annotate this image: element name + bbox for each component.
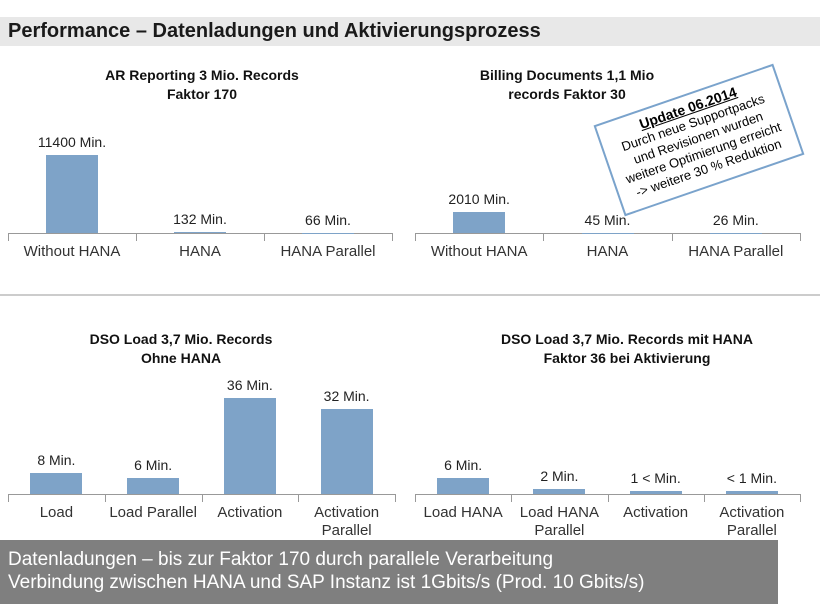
footer-line: Verbindung zwischen HANA und SAP Instanz… [8, 572, 645, 593]
value-label: 132 Min. [173, 211, 227, 228]
bar [320, 408, 373, 494]
value-label: 26 Min. [712, 211, 759, 228]
tick [395, 494, 396, 502]
bar [46, 155, 98, 233]
x-tick-label: HANA [586, 243, 629, 260]
axis-line [415, 233, 800, 234]
tick [136, 233, 137, 241]
value-label: 6 Min. [134, 457, 173, 473]
x-tick-label: Load Parallel [109, 504, 197, 521]
tick [511, 494, 513, 502]
value-label: 36 Min. [226, 377, 273, 393]
x-tick-label: Activation Parallel [314, 504, 380, 539]
x-tick-label: HANA Parallel [280, 243, 376, 260]
axis-line [8, 233, 392, 234]
chart-title: Billing Documents 1,1 Mio records Faktor… [479, 67, 655, 102]
value-label: < 1 Min. [726, 470, 777, 487]
x-tick-label: Activation Parallel [719, 504, 785, 539]
chart-title: DSO Load 3,7 Mio. Records mit HANA Fakto… [500, 331, 754, 366]
x-tick-label: Without HANA [23, 243, 121, 260]
bar [629, 491, 682, 494]
value-label: 45 Min. [584, 211, 631, 228]
slide-title: Performance – Datenladungen und Aktivier… [8, 20, 541, 42]
bar [725, 491, 778, 494]
value-label: 6 Min. [444, 457, 483, 473]
tick [264, 233, 265, 241]
tick [703, 494, 705, 502]
header-bar [0, 17, 820, 46]
value-label: 8 Min. [37, 451, 76, 468]
tick [415, 494, 416, 502]
tick [104, 494, 106, 502]
footer: Datenladungen – bis zur Faktor 170 durch… [0, 540, 778, 604]
value-label: 32 Min. [323, 387, 370, 404]
x-tick-label: HANA Parallel [688, 243, 784, 260]
value-label: 66 Min. [305, 211, 351, 228]
value-label: 2 Min. [540, 467, 579, 484]
value-label: 2010 Min. [448, 191, 510, 207]
x-tick-label: HANA [179, 243, 221, 260]
value-label: 1 < Min. [630, 470, 681, 487]
tick [415, 233, 416, 241]
x-tick-label: Without HANA [430, 243, 528, 260]
bar [30, 472, 83, 494]
tick [607, 494, 609, 502]
tick [201, 494, 203, 502]
tick [392, 233, 393, 241]
x-tick-label: Load [39, 504, 74, 521]
value-label: 11400 Min. [37, 134, 107, 150]
bar [453, 212, 506, 233]
tick [8, 494, 9, 502]
tick [800, 494, 801, 502]
chart-title: DSO Load 3,7 Mio. Records Ohne HANA [89, 331, 273, 366]
x-tick-label: Activation [623, 504, 689, 521]
tick [298, 494, 300, 502]
x-tick-label: Activation [217, 504, 283, 521]
tick [8, 233, 9, 241]
bar [127, 478, 180, 494]
bar [437, 478, 490, 494]
x-tick-label: Load HANA Parallel [519, 504, 599, 539]
chart-title: AR Reporting 3 Mio. Records Faktor 170 [105, 67, 299, 102]
x-tick-label: Load HANA [423, 504, 503, 521]
footer-line: Datenladungen – bis zur Faktor 170 durch… [8, 549, 554, 570]
separator [0, 294, 820, 296]
tick [671, 233, 673, 241]
bar [174, 232, 226, 233]
tick [800, 233, 801, 241]
tick [543, 233, 545, 241]
bar [223, 398, 276, 494]
bar [533, 488, 586, 494]
